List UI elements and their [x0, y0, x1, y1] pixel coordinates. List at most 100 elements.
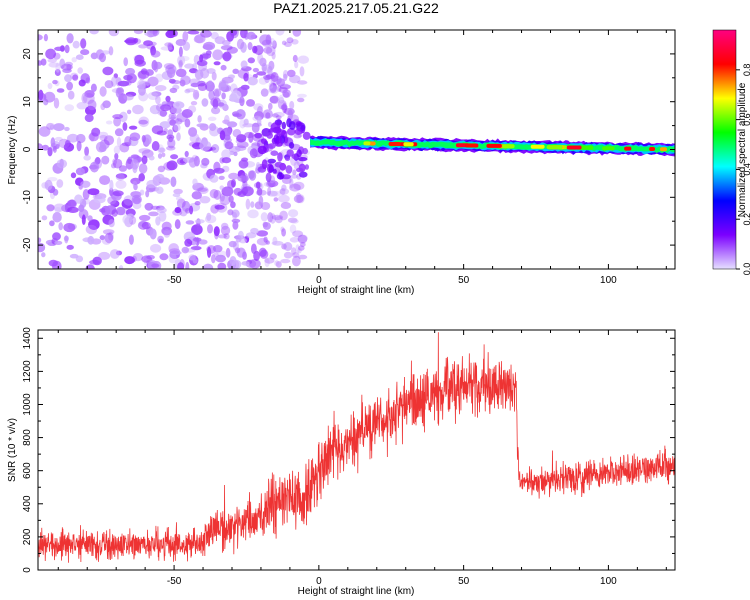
- spectrogram-cell: [197, 83, 208, 91]
- spectrogram-cell: [264, 258, 270, 268]
- spectrogram-cell: [63, 222, 76, 233]
- spectrogram-cell: [234, 247, 241, 254]
- spectrogram-cell: [66, 33, 74, 44]
- spectrogram-cell: [271, 214, 284, 221]
- signal-peak: [363, 141, 371, 146]
- spectrogram-cell: [257, 145, 267, 155]
- y-tick-label: 200: [22, 528, 33, 545]
- spectrogram-cell: [169, 119, 176, 126]
- spectrogram-cell: [87, 235, 95, 245]
- spectrogram-cell: [298, 171, 308, 178]
- spectrogram-cell: [247, 76, 258, 86]
- spectrogram-cell: [238, 159, 249, 169]
- spectrogram-cell: [183, 231, 195, 242]
- spectrogram-cell: [190, 82, 200, 88]
- spectrogram-cell: [141, 255, 153, 263]
- spectrogram-cell: [280, 258, 291, 264]
- spectrogram-cell: [213, 167, 225, 174]
- spectrogram-cell: [261, 62, 268, 72]
- spectrogram-cell: [269, 127, 275, 133]
- spectrogram-cell: [256, 71, 267, 76]
- spectrogram-cell: [266, 190, 278, 197]
- spectrogram-cell: [47, 58, 57, 63]
- spectrogram-cell: [289, 237, 300, 243]
- spectrogram-cell: [291, 247, 297, 255]
- spectrogram-cell: [67, 90, 75, 100]
- colorbar-label: Normalized spectral amplitude: [737, 82, 748, 217]
- spectrogram-cell: [264, 257, 275, 264]
- spectrogram-cell: [199, 54, 204, 63]
- spectrogram-cell: [88, 219, 100, 231]
- spectrogram-cell: [119, 142, 130, 153]
- spectrogram-cell: [41, 252, 46, 258]
- x-tick-label: 100: [600, 576, 617, 587]
- spectrogram-cell: [286, 127, 296, 136]
- spectrogram-cell: [52, 211, 62, 223]
- spectrogram-cell: [221, 157, 232, 164]
- spectrogram-cell: [139, 214, 151, 222]
- spectrogram-cell: [109, 249, 120, 259]
- spectrogram-cell: [209, 189, 219, 199]
- spectrogram-cell: [304, 164, 309, 170]
- spectrogram-cell: [173, 123, 181, 132]
- spectrogram-cell: [87, 99, 97, 111]
- spectrogram-cell: [287, 69, 296, 78]
- spectrogram-cell: [296, 194, 305, 204]
- spectrogram-cell: [158, 238, 164, 244]
- spectrogram-cell: [286, 149, 294, 157]
- spectrogram-cell: [176, 202, 183, 208]
- spectrogram-cell: [269, 85, 279, 94]
- spectrogram-cell: [53, 203, 66, 212]
- colorbar-gradient: [712, 29, 737, 270]
- spectrogram-cell: [277, 152, 283, 162]
- y-tick-label: 10: [22, 96, 33, 108]
- spectrogram-cell: [207, 246, 212, 258]
- spectrogram-cell: [242, 123, 254, 128]
- spectrogram-cell: [168, 252, 177, 264]
- x-tick-label: -50: [167, 275, 182, 286]
- spectrogram-cell: [211, 144, 220, 153]
- spectrogram-cell: [197, 115, 202, 123]
- spectrogram-cell: [192, 237, 202, 242]
- spectrogram-cell: [227, 209, 234, 216]
- spectrogram-cell: [70, 172, 77, 179]
- y-tick-label: -20: [22, 237, 33, 252]
- spectrogram-cell: [166, 160, 178, 171]
- spectrogram-cell: [184, 89, 191, 94]
- spectrogram-cell: [227, 121, 238, 128]
- spectrogram-cell: [297, 97, 305, 103]
- spectrogram-cell: [138, 163, 148, 174]
- spectrogram-y-axis-label: Frequency (Hz): [7, 116, 18, 185]
- spectrogram-cell: [175, 102, 180, 107]
- spectrogram-cell: [168, 78, 176, 84]
- spectrogram-cell: [159, 253, 169, 261]
- spectrogram-cell: [176, 132, 181, 142]
- spectrogram-cell: [213, 88, 222, 97]
- spectrogram-cell: [279, 210, 288, 221]
- spectrogram-cell: [54, 46, 65, 51]
- spectrogram-cell: [194, 91, 200, 99]
- spectrogram-cell: [217, 99, 227, 109]
- spectrogram-cell: [54, 207, 62, 213]
- spectrogram-cell: [165, 64, 177, 75]
- spectrogram-cell: [165, 95, 171, 103]
- spectrogram-cell: [266, 132, 274, 139]
- spectrogram-cell: [219, 185, 225, 190]
- spectrogram-cell: [270, 190, 282, 197]
- colorbar-tick-label: 0.8: [742, 64, 750, 77]
- spectrogram-cell: [187, 30, 200, 35]
- spectrogram-cell: [263, 181, 275, 187]
- spectrogram-cell: [152, 30, 158, 36]
- spectrogram-cell: [113, 145, 121, 155]
- spectrogram-cell: [267, 163, 273, 174]
- spectrogram-cell: [161, 226, 173, 236]
- spectrogram-cell: [188, 157, 197, 168]
- y-tick-label: 1400: [22, 327, 33, 350]
- spectrogram-cell: [169, 80, 181, 85]
- spectrogram-cell: [263, 236, 268, 243]
- spectrogram-cell: [221, 149, 231, 160]
- spectrogram-cell: [225, 247, 231, 258]
- spectrogram-cell: [297, 234, 308, 243]
- spectrogram-cell: [67, 133, 79, 143]
